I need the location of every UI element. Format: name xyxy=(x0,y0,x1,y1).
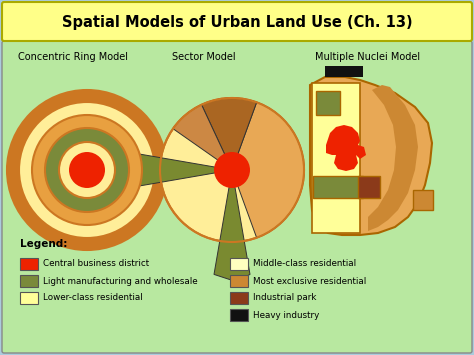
Bar xyxy=(20,275,38,287)
Circle shape xyxy=(59,142,115,198)
Bar xyxy=(316,91,340,115)
Text: Multiple Nuclei Model: Multiple Nuclei Model xyxy=(315,52,420,62)
FancyBboxPatch shape xyxy=(2,2,472,41)
Bar xyxy=(325,66,363,77)
Circle shape xyxy=(214,152,250,188)
Polygon shape xyxy=(214,170,250,282)
Polygon shape xyxy=(368,85,418,231)
Circle shape xyxy=(45,128,129,212)
Bar xyxy=(413,190,433,210)
Text: Most exclusive residential: Most exclusive residential xyxy=(253,277,366,285)
Text: Middle-class residential: Middle-class residential xyxy=(253,260,356,268)
FancyBboxPatch shape xyxy=(2,41,472,353)
Circle shape xyxy=(32,115,142,225)
Polygon shape xyxy=(120,152,232,188)
Text: Sector Model: Sector Model xyxy=(172,52,236,62)
Text: Lower-class residential: Lower-class residential xyxy=(43,294,143,302)
Wedge shape xyxy=(201,98,256,170)
Circle shape xyxy=(69,152,105,188)
Bar xyxy=(20,258,38,270)
Bar xyxy=(20,292,38,304)
Bar xyxy=(313,176,363,198)
Text: Spatial Models of Urban Land Use (Ch. 13): Spatial Models of Urban Land Use (Ch. 13… xyxy=(62,15,412,29)
Text: Light manufacturing and wholesale: Light manufacturing and wholesale xyxy=(43,277,198,285)
Text: Industrial park: Industrial park xyxy=(253,294,316,302)
Bar xyxy=(230,275,248,287)
Bar xyxy=(230,258,248,270)
Polygon shape xyxy=(312,83,360,233)
Polygon shape xyxy=(326,125,366,171)
Wedge shape xyxy=(173,105,232,170)
Circle shape xyxy=(160,98,304,242)
Text: Heavy industry: Heavy industry xyxy=(253,311,319,320)
Wedge shape xyxy=(232,102,304,237)
Polygon shape xyxy=(310,77,432,235)
Text: Concentric Ring Model: Concentric Ring Model xyxy=(18,52,128,62)
Text: Central business district: Central business district xyxy=(43,260,149,268)
Circle shape xyxy=(7,90,167,250)
Circle shape xyxy=(19,102,155,238)
Bar xyxy=(230,292,248,304)
Bar xyxy=(358,176,380,198)
Bar xyxy=(230,309,248,321)
Text: Legend:: Legend: xyxy=(20,239,67,249)
